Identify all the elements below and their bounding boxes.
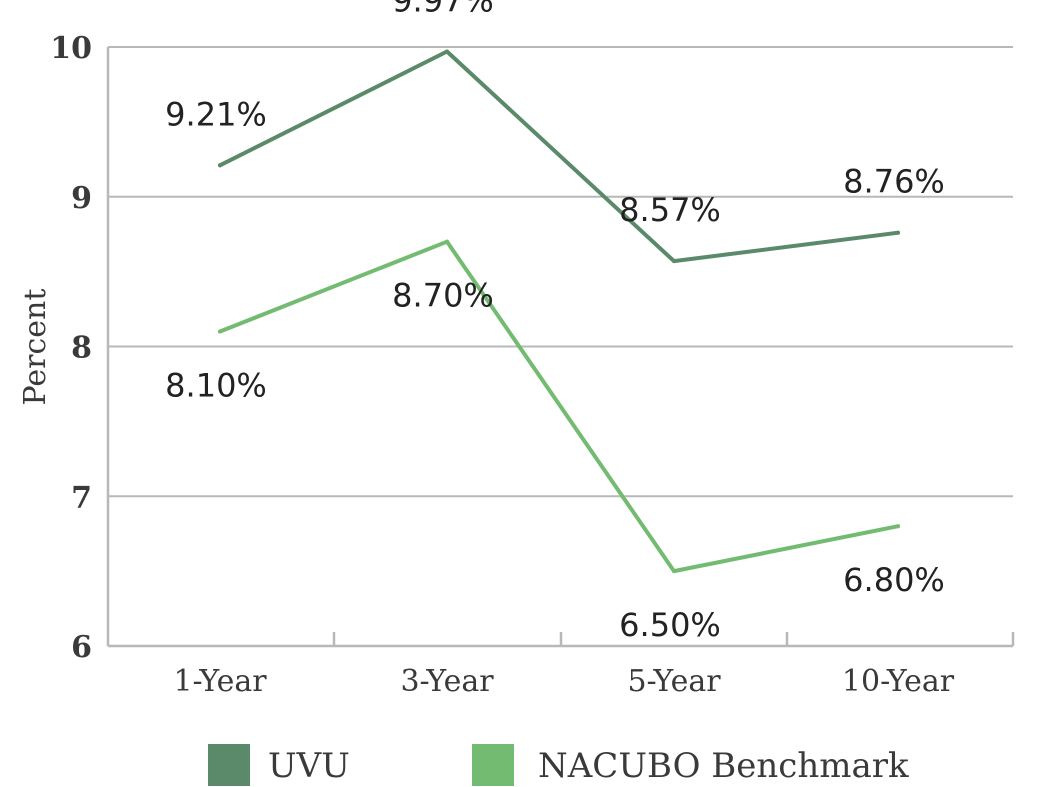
data-label: 8.70% <box>392 277 494 315</box>
y-tick-label: 8 <box>71 331 92 366</box>
data-label: 9.21% <box>165 95 267 133</box>
legend-swatch <box>472 744 514 786</box>
y-tick-label: 9 <box>71 181 92 216</box>
series <box>218 49 900 574</box>
series-line-0 <box>218 49 900 264</box>
x-tick-label: 10-Year <box>842 664 955 699</box>
data-label: 8.57% <box>619 191 721 229</box>
gridlines <box>108 46 1013 498</box>
data-point <box>445 239 449 244</box>
data-point <box>445 49 449 54</box>
x-tick-label: 5-Year <box>627 664 721 699</box>
x-tick-label: 3-Year <box>400 664 494 699</box>
legend-label: UVU <box>268 746 350 786</box>
legend: UVU NACUBO Benchmark <box>208 744 909 786</box>
data-labels: 9.21% 9.97% 8.57% 8.76% 8.10% 8.70% 6.50% 6.80% <box>165 0 945 644</box>
data-point <box>896 524 900 529</box>
data-point <box>218 163 222 168</box>
data-label: 9.97% <box>392 0 494 19</box>
axes: 6 7 8 9 10 1-Year 3-Year 5-Year 10-Year <box>50 31 1015 699</box>
legend-swatch <box>208 744 250 786</box>
data-point <box>672 569 676 574</box>
series-line-1 <box>218 239 900 574</box>
y-tick-label: 7 <box>71 480 92 515</box>
data-label: 6.80% <box>843 561 945 599</box>
data-point <box>672 259 676 264</box>
y-tick-label: 6 <box>71 630 92 665</box>
legend-label: NACUBO Benchmark <box>538 746 909 786</box>
data-label: 8.76% <box>843 163 945 201</box>
data-point <box>896 230 900 235</box>
data-point <box>218 329 222 334</box>
data-label: 8.10% <box>165 367 267 405</box>
x-tick-label: 1-Year <box>173 664 267 699</box>
data-label: 6.50% <box>619 606 721 644</box>
y-tick-label: 10 <box>50 31 92 66</box>
y-axis-title: Percent <box>18 289 53 406</box>
